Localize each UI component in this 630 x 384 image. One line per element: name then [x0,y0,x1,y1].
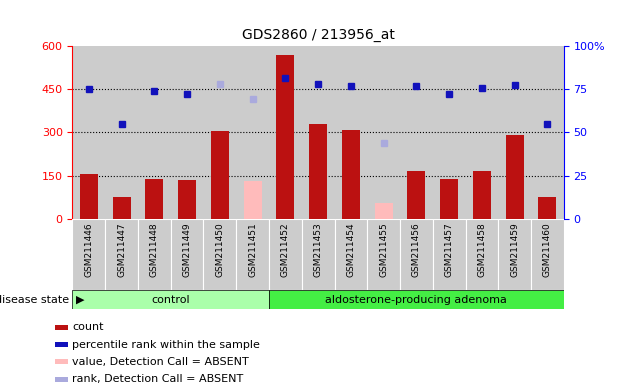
Bar [466,219,498,290]
Text: GSM211452: GSM211452 [281,222,290,277]
Bar [400,46,433,219]
Text: GSM211455: GSM211455 [379,222,388,277]
Text: GSM211460: GSM211460 [543,222,552,277]
Bar [203,219,236,290]
Bar [539,197,556,219]
Bar [367,46,400,219]
Bar [203,46,236,219]
Text: GSM211457: GSM211457 [445,222,454,277]
Bar [55,325,68,330]
Bar [105,46,138,219]
Text: value, Detection Call = ABSENT: value, Detection Call = ABSENT [72,357,249,367]
Bar [506,136,524,219]
Bar [113,197,130,219]
Bar [466,46,498,219]
Bar [408,171,425,219]
Text: count: count [72,322,104,332]
Bar [244,182,261,219]
Bar [138,219,171,290]
Bar [269,46,302,219]
Bar [277,55,294,219]
Text: percentile rank within the sample: percentile rank within the sample [72,339,260,349]
Bar [498,219,531,290]
Bar [55,377,68,382]
Text: GSM211454: GSM211454 [346,222,355,277]
Bar [80,174,98,219]
Bar [171,46,203,219]
Text: GSM211458: GSM211458 [478,222,486,277]
Bar [171,219,203,290]
Bar [72,46,105,219]
Bar [498,46,531,219]
Bar [269,290,564,309]
Bar [105,219,138,290]
Bar [236,46,269,219]
Bar [72,290,269,309]
Bar [55,342,68,347]
Bar [473,171,491,219]
Text: GSM211459: GSM211459 [510,222,519,277]
Text: aldosterone-producing adenoma: aldosterone-producing adenoma [326,295,507,305]
Bar [138,46,171,219]
Text: ▶: ▶ [69,295,85,305]
Bar [400,219,433,290]
Bar [335,46,367,219]
Text: GSM211456: GSM211456 [412,222,421,277]
Bar [433,219,466,290]
Bar [531,219,564,290]
Bar [440,179,458,219]
Bar [367,219,400,290]
Bar [342,129,360,219]
Bar [433,46,466,219]
Text: GSM211447: GSM211447 [117,222,126,277]
Bar [531,46,564,219]
Bar [309,124,327,219]
Text: rank, Detection Call = ABSENT: rank, Detection Call = ABSENT [72,374,244,384]
Bar [236,219,269,290]
Bar [302,46,335,219]
Text: GSM211448: GSM211448 [150,222,159,277]
Title: GDS2860 / 213956_at: GDS2860 / 213956_at [242,28,394,42]
Text: GSM211450: GSM211450 [215,222,224,277]
Text: GSM211451: GSM211451 [248,222,257,277]
Bar [146,179,163,219]
Text: GSM211446: GSM211446 [84,222,93,277]
Bar [302,219,335,290]
Bar [375,203,392,219]
Text: GSM211449: GSM211449 [183,222,192,277]
Bar [55,359,68,364]
Text: disease state: disease state [0,295,69,305]
Text: GSM211453: GSM211453 [314,222,323,277]
Text: control: control [151,295,190,305]
Bar [335,219,367,290]
Bar [211,131,229,219]
Bar [72,219,105,290]
Bar [269,219,302,290]
Bar [178,180,196,219]
